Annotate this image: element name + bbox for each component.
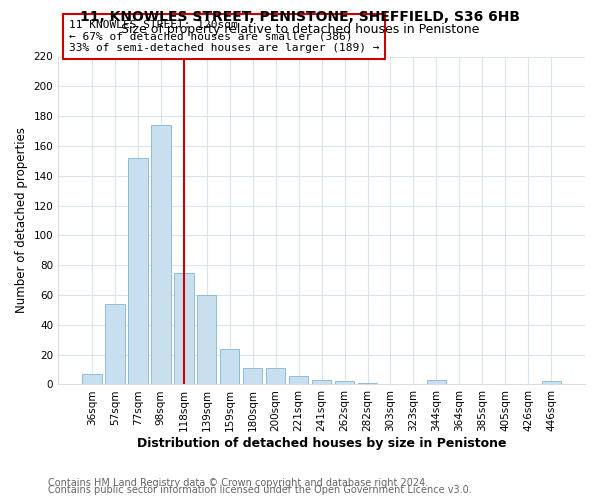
Bar <box>266 368 286 384</box>
Bar <box>174 272 194 384</box>
Text: Contains public sector information licensed under the Open Government Licence v3: Contains public sector information licen… <box>48 485 472 495</box>
Bar <box>312 380 331 384</box>
Text: Contains HM Land Registry data © Crown copyright and database right 2024.: Contains HM Land Registry data © Crown c… <box>48 478 428 488</box>
Bar <box>358 383 377 384</box>
Text: Size of property relative to detached houses in Penistone: Size of property relative to detached ho… <box>121 22 479 36</box>
Bar <box>243 368 262 384</box>
Bar <box>289 376 308 384</box>
Text: 11 KNOWLES STREET: 120sqm
← 67% of detached houses are smaller (386)
33% of semi: 11 KNOWLES STREET: 120sqm ← 67% of detac… <box>69 20 379 53</box>
X-axis label: Distribution of detached houses by size in Penistone: Distribution of detached houses by size … <box>137 437 506 450</box>
Bar <box>105 304 125 384</box>
Bar <box>197 295 217 384</box>
Y-axis label: Number of detached properties: Number of detached properties <box>15 128 28 314</box>
Bar <box>82 374 101 384</box>
Bar <box>128 158 148 384</box>
Bar <box>151 125 170 384</box>
Bar <box>335 382 355 384</box>
Bar <box>542 382 561 384</box>
Bar <box>427 380 446 384</box>
Bar <box>220 348 239 384</box>
Text: 11, KNOWLES STREET, PENISTONE, SHEFFIELD, S36 6HB: 11, KNOWLES STREET, PENISTONE, SHEFFIELD… <box>80 10 520 24</box>
